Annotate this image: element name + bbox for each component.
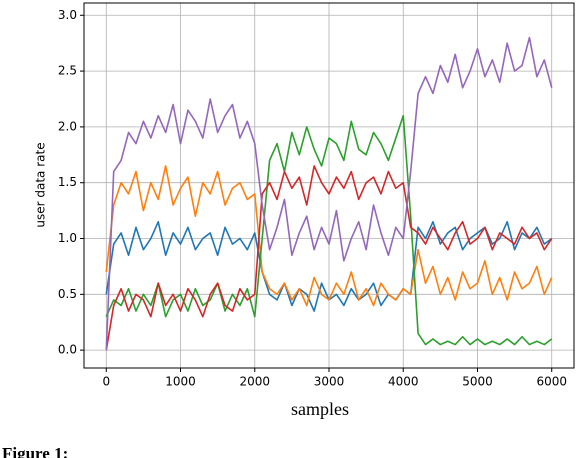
x-tick-label: 4000 [388,375,419,389]
series-line [105,114,553,346]
x-tick-label: 5000 [462,375,493,389]
series-line [105,165,553,351]
y-tick-label: 1.0 [58,231,77,245]
plot-frame [83,2,575,369]
y-tick-label: 0.0 [58,343,77,357]
series-line [105,36,553,351]
y-axis-label: user data rate [34,142,48,227]
y-tick-label: 2.0 [58,119,77,133]
y-tick-label: 1.5 [58,175,77,189]
series-line [105,165,553,307]
y-tick-label: 2.5 [58,64,77,78]
x-tick-label: 0 [102,375,110,389]
x-tick-label: 6000 [536,375,567,389]
x-tick-label: 2000 [239,375,270,389]
x-axis-label: samples [291,399,349,419]
x-tick-label: 3000 [314,375,345,389]
caption: Figure 1: [2,444,68,458]
x-tick-label: 1000 [165,375,196,389]
y-tick-label: 0.5 [58,287,77,301]
y-tick-label: 3.0 [58,8,77,22]
